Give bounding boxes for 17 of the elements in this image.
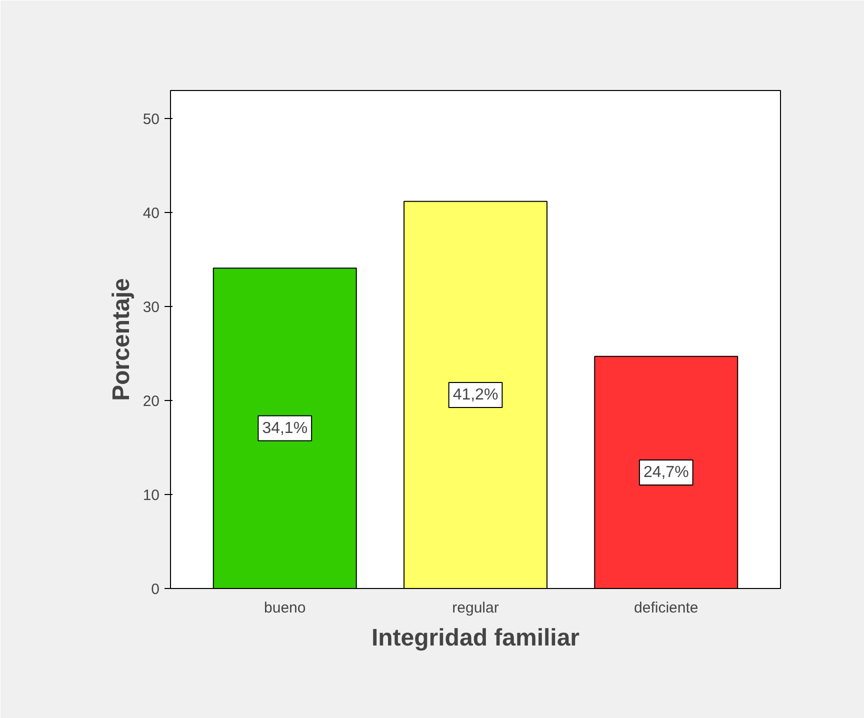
y-tick-label: 10 xyxy=(142,487,160,504)
y-tick-label: 20 xyxy=(142,393,160,410)
bar xyxy=(594,356,738,588)
x-tick-label: bueno xyxy=(264,600,306,616)
x-tick-label: deficiente xyxy=(634,600,698,616)
bar xyxy=(404,200,548,588)
x-axis-title: Integridad familiar xyxy=(371,624,580,652)
data-label: 24,7% xyxy=(643,464,689,481)
y-tick-label: 0 xyxy=(151,581,160,598)
data-label: 34,1% xyxy=(262,420,308,437)
y-axis-title: Porcentaje xyxy=(108,278,135,401)
y-tick-label: 50 xyxy=(142,111,160,128)
x-tick-label: regular xyxy=(452,600,499,616)
y-tick-label: 40 xyxy=(142,205,160,222)
bar xyxy=(212,268,357,588)
data-label: 41,2% xyxy=(452,386,498,404)
y-tick-label: 30 xyxy=(142,299,160,316)
